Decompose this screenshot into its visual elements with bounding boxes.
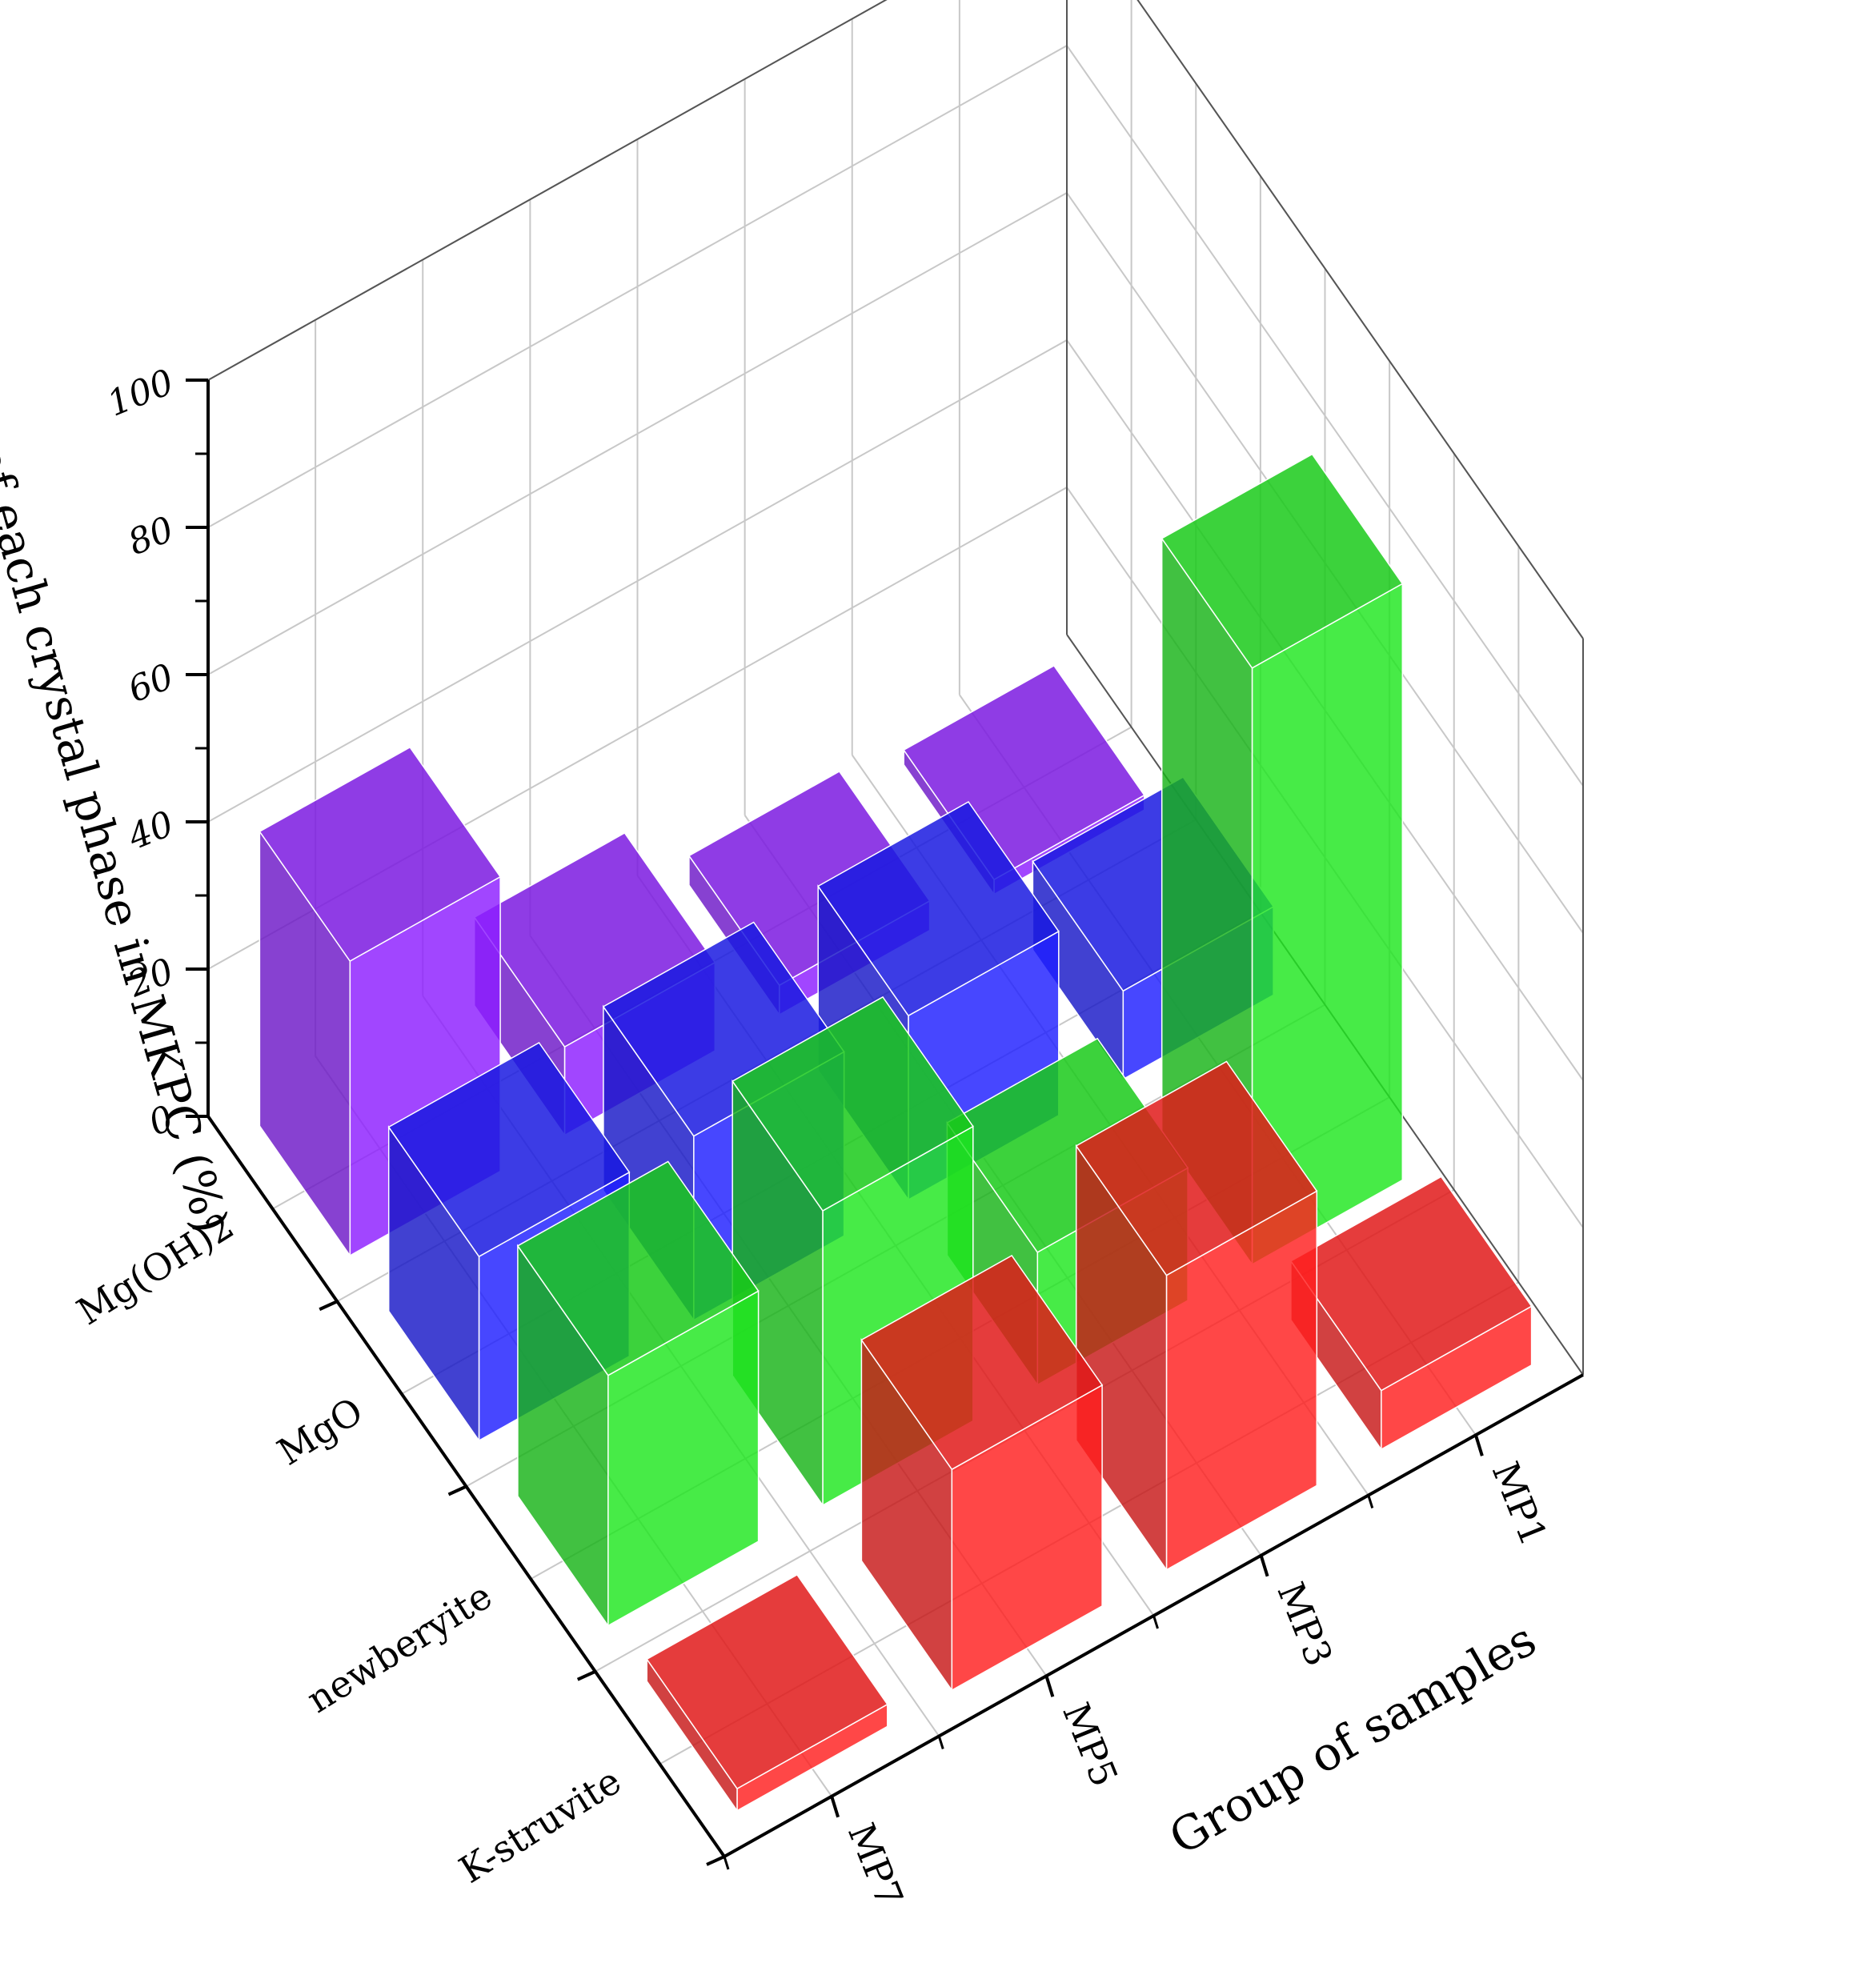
sample-tick [1259, 1555, 1269, 1577]
sample-minor-tick [1152, 1615, 1159, 1629]
phase-label: K-struvite [451, 1759, 628, 1892]
phase-tick [576, 1669, 596, 1681]
chart-bars [259, 453, 1533, 1813]
bar-face-top [860, 1255, 1104, 1471]
sample-tick [830, 1796, 840, 1818]
frame-edge [1136, 0, 1584, 639]
phase-tick [447, 1484, 467, 1496]
sample-tick [1044, 1675, 1055, 1697]
sample-minor-tick [723, 1856, 730, 1870]
sample-tick [1473, 1434, 1484, 1456]
sample-label: MP5 [1054, 1697, 1126, 1793]
phase-label: newberyite [299, 1574, 499, 1721]
phase-tick [706, 1855, 725, 1866]
phase-label: MgO [270, 1388, 371, 1473]
bar-face-top [817, 801, 1060, 1017]
sample-label: MP3 [1269, 1576, 1341, 1673]
bar-k-struvite-mp3 [1075, 1060, 1318, 1572]
bar-face-top [1075, 1060, 1318, 1276]
sample-minor-tick [1367, 1495, 1374, 1508]
bar-face-top [516, 1160, 760, 1376]
sample-axis-title: Group of samples [1160, 1612, 1545, 1865]
bar-face-top [1160, 453, 1404, 669]
bar-newberyite-mp1 [1160, 453, 1404, 1267]
sample-label: MP1 [1484, 1456, 1556, 1552]
bar-k-struvite-mp5 [860, 1255, 1104, 1693]
chart-axes [186, 379, 1584, 1870]
frame-edge [207, 0, 888, 381]
z-tick-label: 60 [122, 656, 179, 711]
bar-face-top [1289, 1176, 1533, 1392]
sample-label: MP7 [840, 1817, 912, 1913]
bar-face-top [732, 996, 974, 1212]
bar-face-top [387, 1042, 631, 1258]
bar-face-top [259, 746, 502, 962]
sample-minor-tick [937, 1736, 944, 1749]
z-tick-label: 80 [122, 509, 179, 563]
bar-face-top [646, 1573, 888, 1790]
bar-newberyite-mp7 [516, 1160, 760, 1628]
z-axis-title: Percentage of each crystal phase in MKPC… [0, 169, 239, 1239]
phase-tick [319, 1300, 339, 1312]
bar-k-struvite-mp7 [646, 1573, 888, 1813]
z-tick-label: 100 [102, 362, 179, 425]
